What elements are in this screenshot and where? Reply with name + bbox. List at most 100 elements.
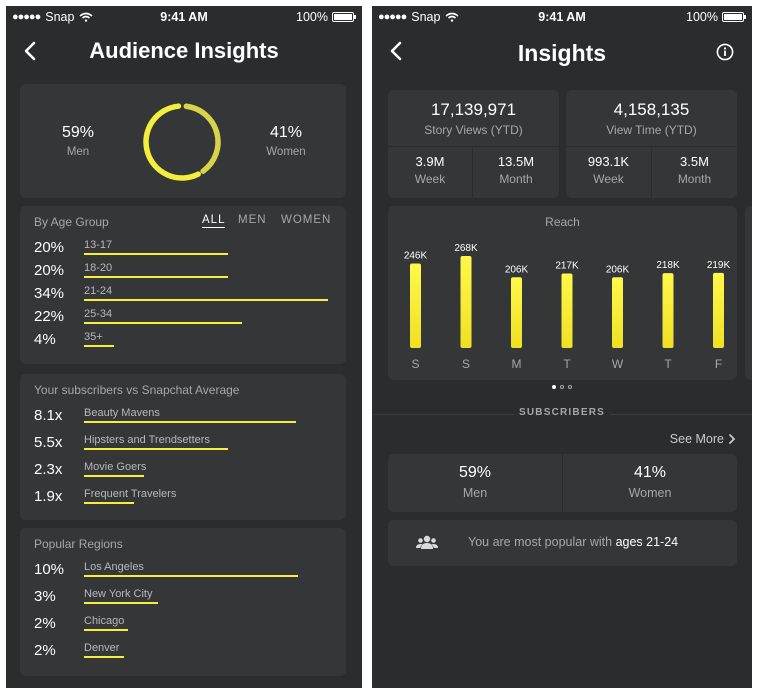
donut-women-arc [183,103,221,174]
region-label: Chicago [84,615,125,627]
row-bar [84,656,124,658]
reach-chart-card[interactable]: Reach 246K S 268K S 206K M 217K T 206K W 218K T 219K… [388,206,737,380]
subscribers-vs-average-card: Your subscribers vs Snapchat Average 8.1… [20,374,346,520]
view-time-month: 3.5M Month [652,154,737,186]
popular-with-prefix: You are most popular with [468,535,613,549]
divider [388,146,559,147]
row-bar [84,575,298,577]
story-views-value: 17,139,971 [430,100,517,119]
tab-all[interactable]: ALL [202,214,226,228]
row-value: 2% [34,642,56,659]
row-bar [84,602,158,604]
see-more-label: See More [669,432,724,446]
row-value: 34% [34,285,65,302]
row-label: Frequent Travelers [84,488,177,500]
page-dot [560,385,564,389]
wifi-icon [79,12,93,22]
story-views-month-label: Month [499,172,533,186]
row-value: 2% [34,615,56,632]
men-percent: 59% [61,124,95,141]
view-time-month-label: Month [677,172,712,186]
view-time-label: View Time (YTD) [606,123,697,137]
reach-chart-title: Reach [545,215,580,229]
reach-day-label: W [612,357,624,371]
battery-percent: 100% [296,10,328,24]
women-percent: 41% [269,124,303,141]
row-bar [84,502,134,504]
view-time-week-label: Week [593,172,624,186]
row-bar [84,253,228,255]
gender-card: 59% Men 41% Women [20,84,346,198]
region-label: Denver [84,642,120,654]
page-indicator[interactable] [372,385,752,389]
divider [472,146,473,198]
status-bar: ●●●●● Snap 9:41 AM 100% [6,6,362,28]
row-value: 8.1x [34,407,63,424]
clock: 9:41 AM [538,10,586,24]
carrier-name: Snap [411,10,441,24]
battery-percent: 100% [686,10,718,24]
age-group-card: By Age Group ALL MEN WOMEN 20% 13-17 20% 18… [20,206,346,364]
gender-donut-chart [143,103,221,181]
reach-day-label: S [411,357,419,371]
row-label: Hipsters and Trendsetters [84,434,210,446]
page-dot-active [552,385,556,389]
reach-bar [612,277,623,348]
subscribers-title: Your subscribers vs Snapchat Average [34,383,240,397]
region-label: New York City [84,588,153,600]
row-bar [84,345,114,347]
women-stat: 41% Women [563,464,737,500]
story-views-week-label: Week [414,172,446,186]
men-label: Men [66,146,90,158]
divider [562,454,563,512]
chevron-right-icon [729,434,736,444]
nav-bar: Audience Insights [6,30,362,74]
row-value: 10% [34,561,65,578]
subscribers-gender-card: 59% Men 41% Women [388,454,737,512]
view-time-month-value: 3.5M [680,154,709,169]
reach-bar-chart: 246K S 268K S 206K M 217K T 206K W 218K T 219K F [404,243,731,371]
row-label: 21-24 [84,285,113,297]
row-bar [84,276,228,278]
status-bar: ●●●●● Snap 9:41 AM 100% [372,6,752,28]
story-views-label: Story Views (YTD) [424,123,523,137]
popular-ages: ages 21-24 [615,535,679,549]
story-views-week-value: 3.9M [415,154,445,169]
row-bar [84,421,296,423]
row-bar [84,322,242,324]
subscribers-heading: SUBSCRIBERS [514,407,610,418]
row-label: Beauty Mavens [84,407,160,419]
view-time-value: 4,158,135 [613,100,690,119]
tab-men[interactable]: MEN [238,214,267,226]
story-views-card[interactable]: 17,139,971 Story Views (YTD) 3.9M Week 1… [388,90,559,198]
info-icon[interactable] [716,43,734,61]
battery-icon [332,12,356,22]
reach-value-label: 218K [656,260,680,271]
carrier-name: Snap [45,10,75,24]
reach-bar [410,263,421,348]
row-value: 20% [34,262,65,279]
back-chevron-icon[interactable] [386,38,408,64]
age-group-title: By Age Group [34,215,109,229]
row-value: 22% [34,308,65,325]
story-views-month: 13.5M Month [473,154,559,186]
view-time-week-value: 993.1K [587,154,630,169]
regions-title: Popular Regions [34,537,123,551]
see-more-link[interactable]: See More [670,432,736,446]
battery-icon [722,12,746,22]
row-value: 3% [34,588,56,605]
audience-insights-screen: ●●●●● Snap 9:41 AM 100% Audience Insights… [6,6,362,688]
page-title: Insights [517,40,607,66]
row-value: 4% [34,331,56,348]
page-title: Audience Insights [89,38,279,63]
row-value: 5.5x [34,434,63,451]
tab-women[interactable]: WOMEN [281,214,332,226]
reach-bar [511,277,522,348]
reach-bar [460,256,472,348]
group-icon [416,535,438,549]
reach-day-label: M [512,357,522,371]
back-chevron-icon[interactable] [20,38,42,64]
story-views-month-value: 13.5M [497,154,535,169]
signal-icon: ●●●●● [12,11,41,23]
view-time-card[interactable]: 4,158,135 View Time (YTD) 993.1K Week 3.… [566,90,737,198]
